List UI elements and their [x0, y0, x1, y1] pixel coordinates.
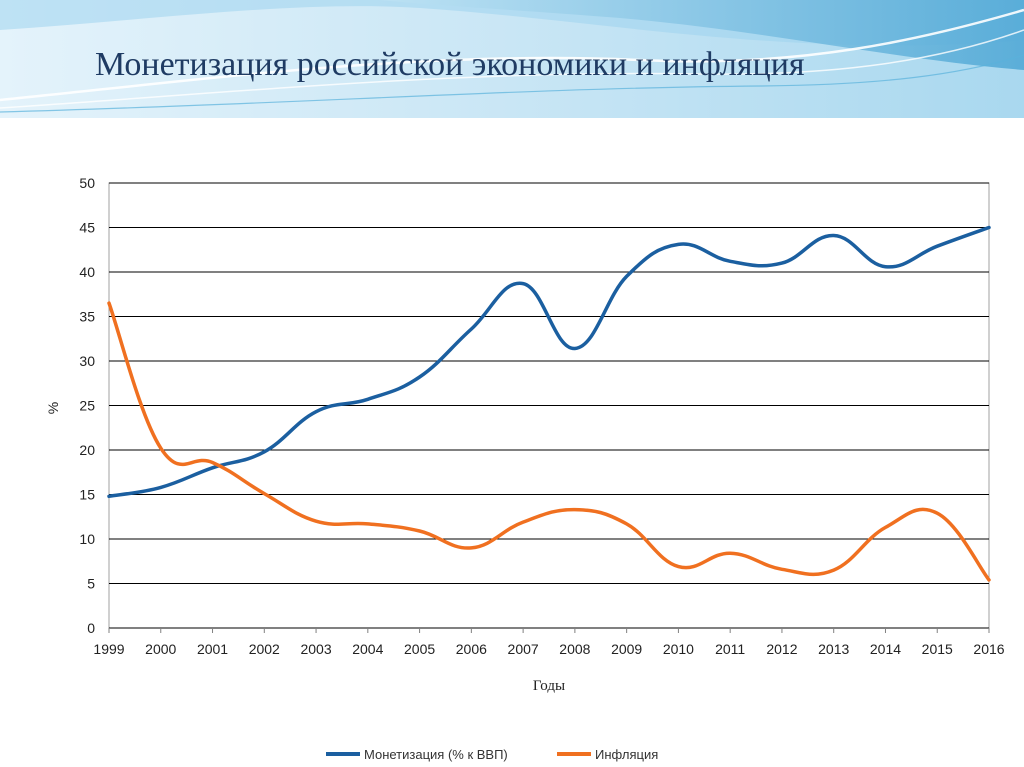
x-tick-label: 2011: [715, 641, 745, 657]
x-tick-label: 2000: [145, 641, 176, 657]
x-tick-label: 2007: [508, 641, 539, 657]
slide-title: Монетизация российской экономики и инфля…: [95, 46, 805, 83]
x-tick-label: 1999: [93, 641, 124, 657]
chart-legend: Монетизация (% к ВВП) Инфляция: [326, 747, 658, 762]
x-tick-label: 2013: [818, 641, 849, 657]
y-tick-label: 15: [79, 487, 95, 503]
y-tick-label: 40: [79, 264, 95, 280]
legend-label: Монетизация (% к ВВП): [364, 747, 508, 762]
x-tick-label: 2010: [663, 641, 694, 657]
legend-label: Инфляция: [595, 747, 658, 762]
x-tick-label: 2005: [404, 641, 435, 657]
x-tick-label: 2006: [456, 641, 487, 657]
x-tick-label: 2012: [766, 641, 797, 657]
y-tick-label: 5: [87, 576, 95, 592]
y-tick-label: 10: [79, 531, 95, 547]
series-line-monetization: [107, 225, 991, 499]
y-tick-label: 0: [87, 620, 95, 636]
series-line-inflation: [107, 301, 991, 582]
y-tick-label: 25: [79, 398, 95, 414]
x-tick-label: 2015: [922, 641, 953, 657]
x-axis-title: Годы: [533, 678, 565, 694]
x-tick-label: 2001: [197, 641, 228, 657]
x-tick-label: 2008: [559, 641, 590, 657]
x-tick-label: 2016: [973, 641, 1004, 657]
y-axis-title: %: [45, 402, 61, 414]
y-tick-label: 30: [79, 353, 95, 369]
x-tick-label: 2004: [352, 641, 383, 657]
y-tick-label: 50: [79, 175, 95, 191]
y-tick-label: 20: [79, 442, 95, 458]
x-tick-label: 2003: [300, 641, 331, 657]
x-tick-label: 2009: [611, 641, 642, 657]
header-banner: [0, 0, 1024, 118]
y-tick-label: 45: [79, 220, 95, 236]
y-tick-label: 35: [79, 309, 95, 325]
x-tick-label: 2014: [870, 641, 901, 657]
x-tick-label: 2002: [249, 641, 280, 657]
